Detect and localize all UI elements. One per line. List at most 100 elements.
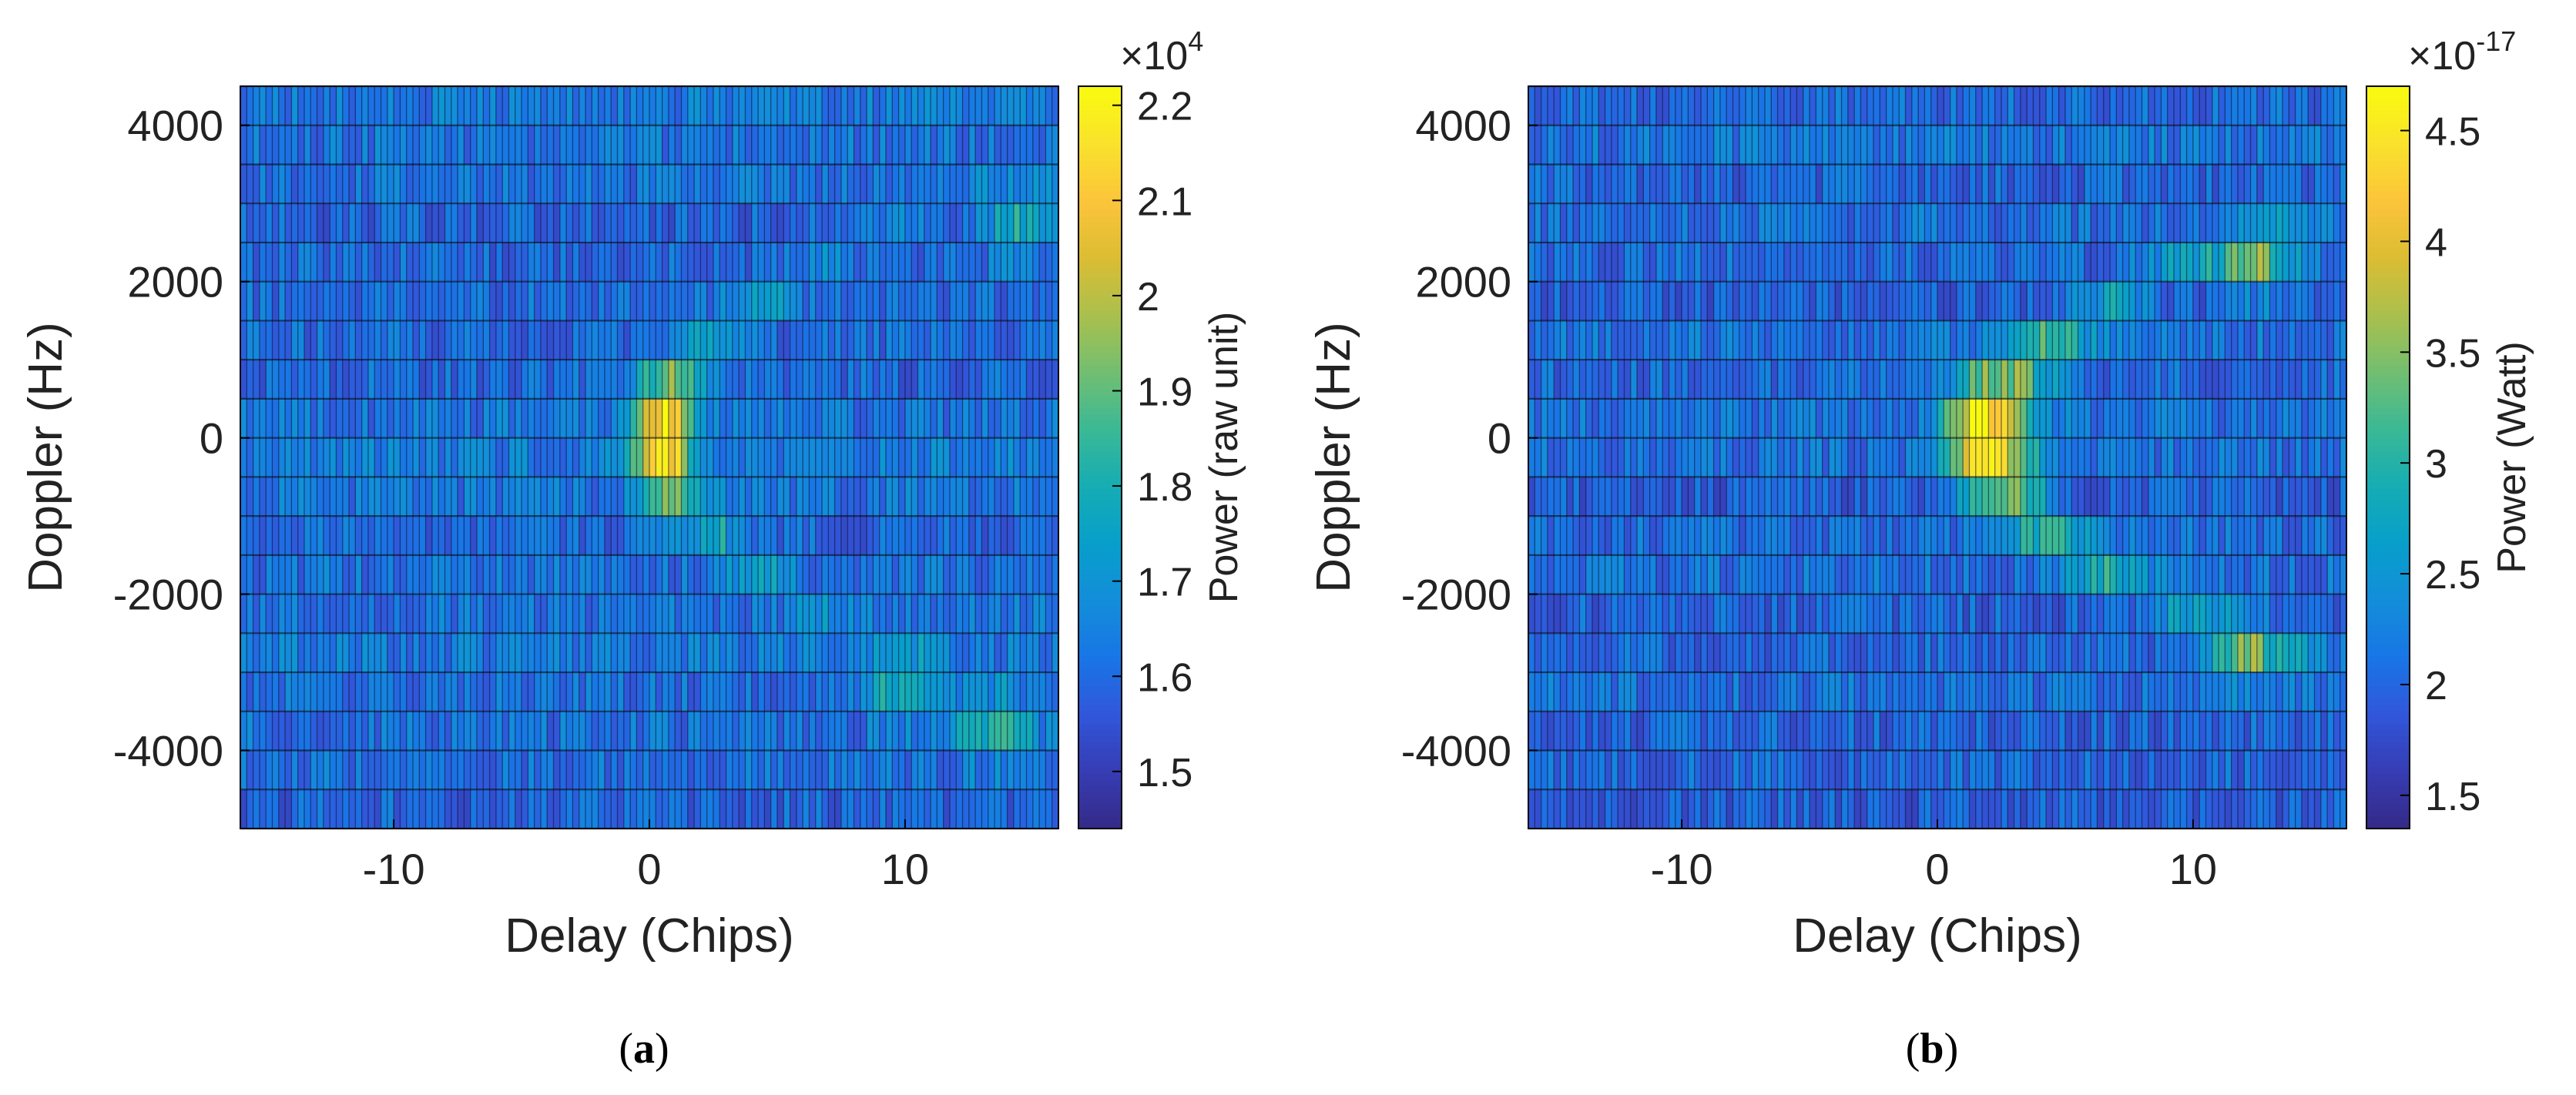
heatmap-cell	[656, 711, 662, 751]
heatmap-cell	[2167, 750, 2175, 790]
heatmap-cell	[706, 125, 714, 165]
heatmap-cell	[1835, 437, 1842, 477]
heatmap-cell	[2283, 672, 2289, 712]
heatmap-cell	[1905, 398, 1913, 438]
heatmap-cell	[943, 125, 951, 165]
heatmap-cell	[508, 789, 516, 829]
colorbar-segment	[1078, 457, 1122, 464]
heatmap-cell	[2116, 789, 2124, 829]
heatmap-cell	[259, 750, 267, 790]
heatmap-cell	[1637, 398, 1644, 438]
heatmap-cell	[330, 789, 337, 829]
heatmap-cell	[1598, 360, 1605, 399]
heatmap-cell	[585, 86, 592, 126]
heatmap-cell	[361, 203, 369, 243]
heatmap-cell	[828, 750, 836, 790]
heatmap-cell	[2231, 477, 2239, 517]
heatmap-cell	[2064, 477, 2072, 517]
heatmap-cell	[924, 554, 931, 594]
heatmap-cell	[636, 320, 644, 360]
heatmap-cell	[2116, 360, 2124, 399]
heatmap-cell	[489, 164, 497, 204]
heatmap-cell	[790, 86, 797, 126]
heatmap-cell	[1796, 203, 1804, 243]
heatmap-cell	[675, 672, 682, 712]
heatmap-cell	[1605, 164, 1612, 204]
heatmap-cell	[726, 242, 733, 282]
heatmap-cell	[387, 672, 394, 712]
heatmap-cell	[815, 398, 823, 438]
heatmap-cell	[310, 320, 317, 360]
heatmap-cell	[598, 281, 605, 321]
heatmap-cell	[726, 789, 733, 829]
heatmap-cell	[879, 125, 887, 165]
heatmap-cell	[310, 164, 317, 204]
heatmap-cell	[1873, 242, 1880, 282]
heatmap-cell	[2327, 633, 2334, 673]
heatmap-cell	[2155, 360, 2162, 399]
heatmap-cell	[522, 125, 528, 165]
heatmap-cell	[1841, 203, 1849, 243]
heatmap-cell	[854, 711, 861, 751]
heatmap-cell	[1554, 750, 1561, 790]
heatmap-cell	[642, 711, 650, 751]
colorbar-segment	[1078, 674, 1122, 681]
heatmap-cell	[1643, 242, 1651, 282]
heatmap-cell	[2148, 477, 2155, 517]
heatmap-cell	[1860, 437, 1868, 477]
heatmap-cell	[1918, 711, 1925, 751]
heatmap-cell	[1810, 320, 1816, 360]
heatmap-cell	[266, 125, 273, 165]
colorbar-segment	[1078, 711, 1122, 718]
heatmap-cell	[451, 437, 458, 477]
heatmap-cell	[1975, 164, 1983, 204]
heatmap-cell	[962, 711, 970, 751]
heatmap-cell	[2052, 281, 2060, 321]
heatmap-cell	[642, 554, 650, 594]
heatmap-cell	[2327, 437, 2334, 477]
heatmap-cell	[291, 437, 299, 477]
heatmap-cell	[1013, 320, 1021, 360]
heatmap-cell	[975, 516, 982, 555]
heatmap-cell	[2327, 711, 2334, 751]
heatmap-cell	[592, 437, 599, 477]
heatmap-cell	[1988, 750, 1996, 790]
heatmap-cell	[1963, 164, 1970, 204]
heatmap-cell	[1605, 633, 1612, 673]
heatmap-cell	[2052, 554, 2060, 594]
heatmap-cell	[2199, 281, 2206, 321]
heatmap-cell	[547, 398, 554, 438]
heatmap-cell	[247, 320, 253, 360]
heatmap-cell	[770, 437, 778, 477]
heatmap-cell	[579, 281, 586, 321]
heatmap-cell	[598, 633, 605, 673]
heatmap-cell	[1835, 203, 1842, 243]
heatmap-cell	[1675, 477, 1682, 517]
heatmap-cell	[297, 281, 305, 321]
heatmap-cell	[1758, 164, 1766, 204]
heatmap-cell	[642, 750, 650, 790]
heatmap-cell	[604, 554, 612, 594]
heatmap-cell	[1052, 203, 1059, 243]
heatmap-cell	[2276, 711, 2283, 751]
heatmap-cell	[247, 477, 253, 517]
heatmap-cell	[1694, 320, 1702, 360]
heatmap-cell	[2064, 437, 2072, 477]
heatmap-cell	[2205, 672, 2213, 712]
heatmap-cell	[1585, 125, 1593, 165]
heatmap-cell	[489, 320, 497, 360]
heatmap-cell	[758, 477, 765, 517]
heatmap-cell	[2064, 672, 2072, 712]
heatmap-cell	[1541, 437, 1548, 477]
heatmap-cell	[458, 360, 465, 399]
heatmap-cell	[540, 594, 548, 634]
heatmap-cell	[2231, 672, 2239, 712]
heatmap-cell	[2199, 203, 2206, 243]
heatmap-cell	[374, 594, 381, 634]
heatmap-cell	[662, 633, 669, 673]
heatmap-cell	[2219, 360, 2225, 399]
heatmap-cell	[956, 320, 963, 360]
heatmap-cell	[2219, 477, 2225, 517]
heatmap-cell	[2122, 789, 2130, 829]
heatmap-cell	[534, 125, 542, 165]
